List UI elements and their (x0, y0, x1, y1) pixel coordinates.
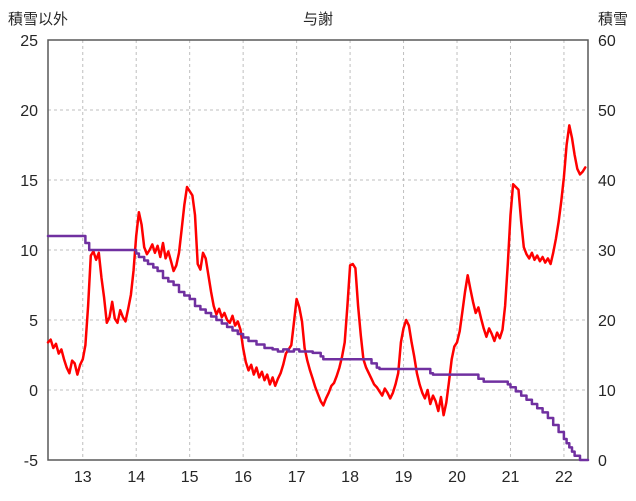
x-tick-label: 19 (395, 469, 413, 486)
series-line-snow (46, 234, 590, 462)
x-tick-label: 13 (74, 469, 92, 486)
y-right-tick-label: 20 (598, 313, 616, 330)
right-axis-title: 積雪 (597, 11, 628, 28)
x-tick-label: 15 (181, 469, 199, 486)
y-right-tick-label: 60 (598, 33, 616, 50)
left-axis-title: 積雪以外 (8, 11, 69, 28)
y-left-tick-label: 20 (20, 103, 38, 120)
y-right-tick-label: 0 (598, 453, 607, 470)
series-line-non-snow (46, 124, 587, 417)
y-right-tick-label: 10 (598, 383, 616, 400)
y-right-tick-label: 40 (598, 173, 616, 190)
plot-border (47, 39, 589, 461)
y-right-tick-label: 50 (598, 103, 616, 120)
x-tick-label: 16 (234, 469, 252, 486)
y-left-tick-label: 10 (20, 243, 38, 260)
x-tick-label: 14 (127, 469, 145, 486)
y-left-tick-label: 0 (29, 383, 38, 400)
x-tick-label: 20 (448, 469, 466, 486)
y-left-tick-label: -5 (24, 453, 38, 470)
x-tick-label: 17 (288, 469, 306, 486)
y-left-tick-label: 15 (20, 173, 38, 190)
y-left-tick-label: 5 (29, 313, 38, 330)
chart-title: 与謝 (302, 11, 333, 28)
x-tick-label: 22 (555, 469, 573, 486)
x-tick-label: 18 (341, 469, 359, 486)
x-tick-label: 21 (502, 469, 520, 486)
y-left-tick-label: 25 (20, 33, 38, 50)
y-right-tick-label: 30 (598, 243, 616, 260)
